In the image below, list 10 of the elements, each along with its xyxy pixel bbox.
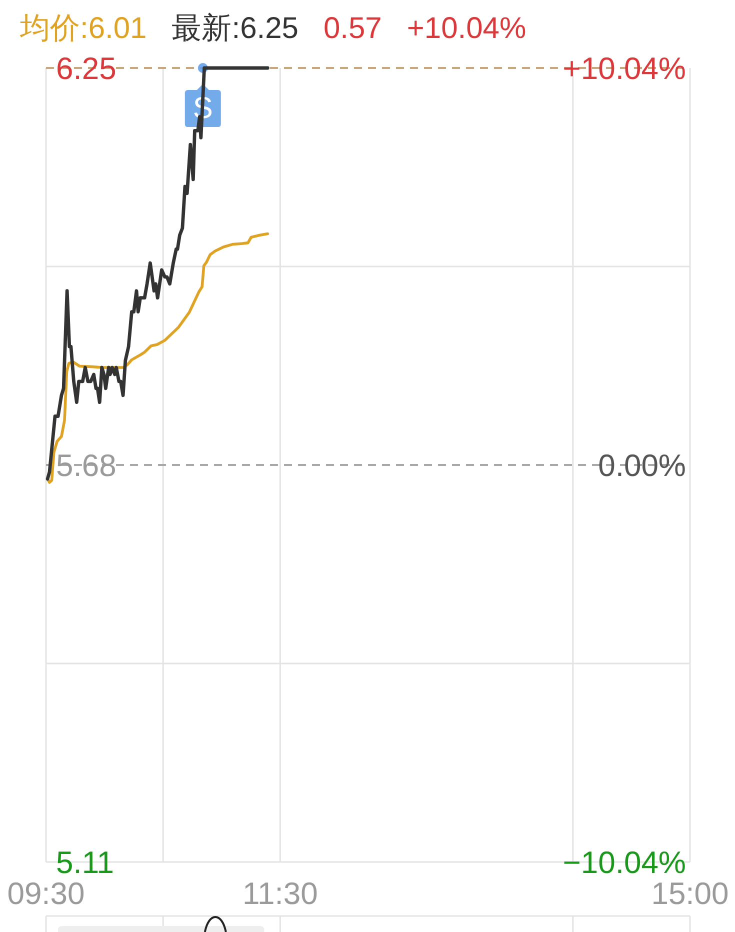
y2-tick-label: +10.04% — [562, 51, 686, 86]
text: 0.57 — [323, 12, 382, 45]
x-tick-label: 11:30 — [242, 876, 318, 911]
y2-tick-label: 0.00% — [598, 448, 686, 484]
line-series — [46, 232, 270, 484]
y-tick-label: 6.25 — [56, 51, 116, 86]
text: 均价:6.01 — [19, 12, 147, 45]
y-tick-label: 5.68 — [56, 448, 116, 484]
series-label: 最新:6.25 — [172, 12, 298, 45]
text: +10.04% — [406, 12, 526, 45]
